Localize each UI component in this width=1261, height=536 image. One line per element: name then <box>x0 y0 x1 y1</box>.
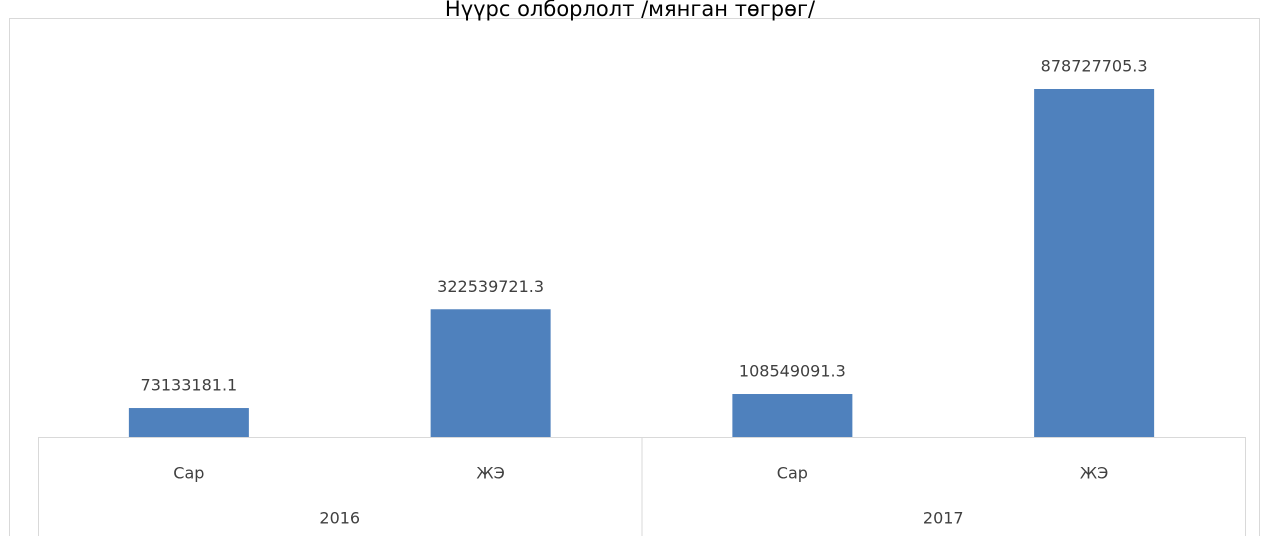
bar <box>732 394 853 437</box>
data-label: 108549091.3 <box>739 362 846 381</box>
bar <box>1034 89 1155 437</box>
bar <box>430 309 551 437</box>
group-label: 2017 <box>923 509 964 528</box>
data-label: 73133181.1 <box>141 376 238 395</box>
data-label: 322539721.3 <box>437 277 544 296</box>
x-tick-label: ЖЭ <box>476 464 504 483</box>
x-tick-label: Сар <box>777 464 808 483</box>
chart-frame <box>9 18 1260 536</box>
x-tick-label: Сар <box>173 464 204 483</box>
x-tick-label: ЖЭ <box>1080 464 1108 483</box>
bar <box>128 408 249 437</box>
group-label: 2016 <box>319 509 360 528</box>
chart-title: Нүүрс олборлолт /мянган төгрөг/ <box>445 0 816 21</box>
data-label: 878727705.3 <box>1041 57 1148 76</box>
